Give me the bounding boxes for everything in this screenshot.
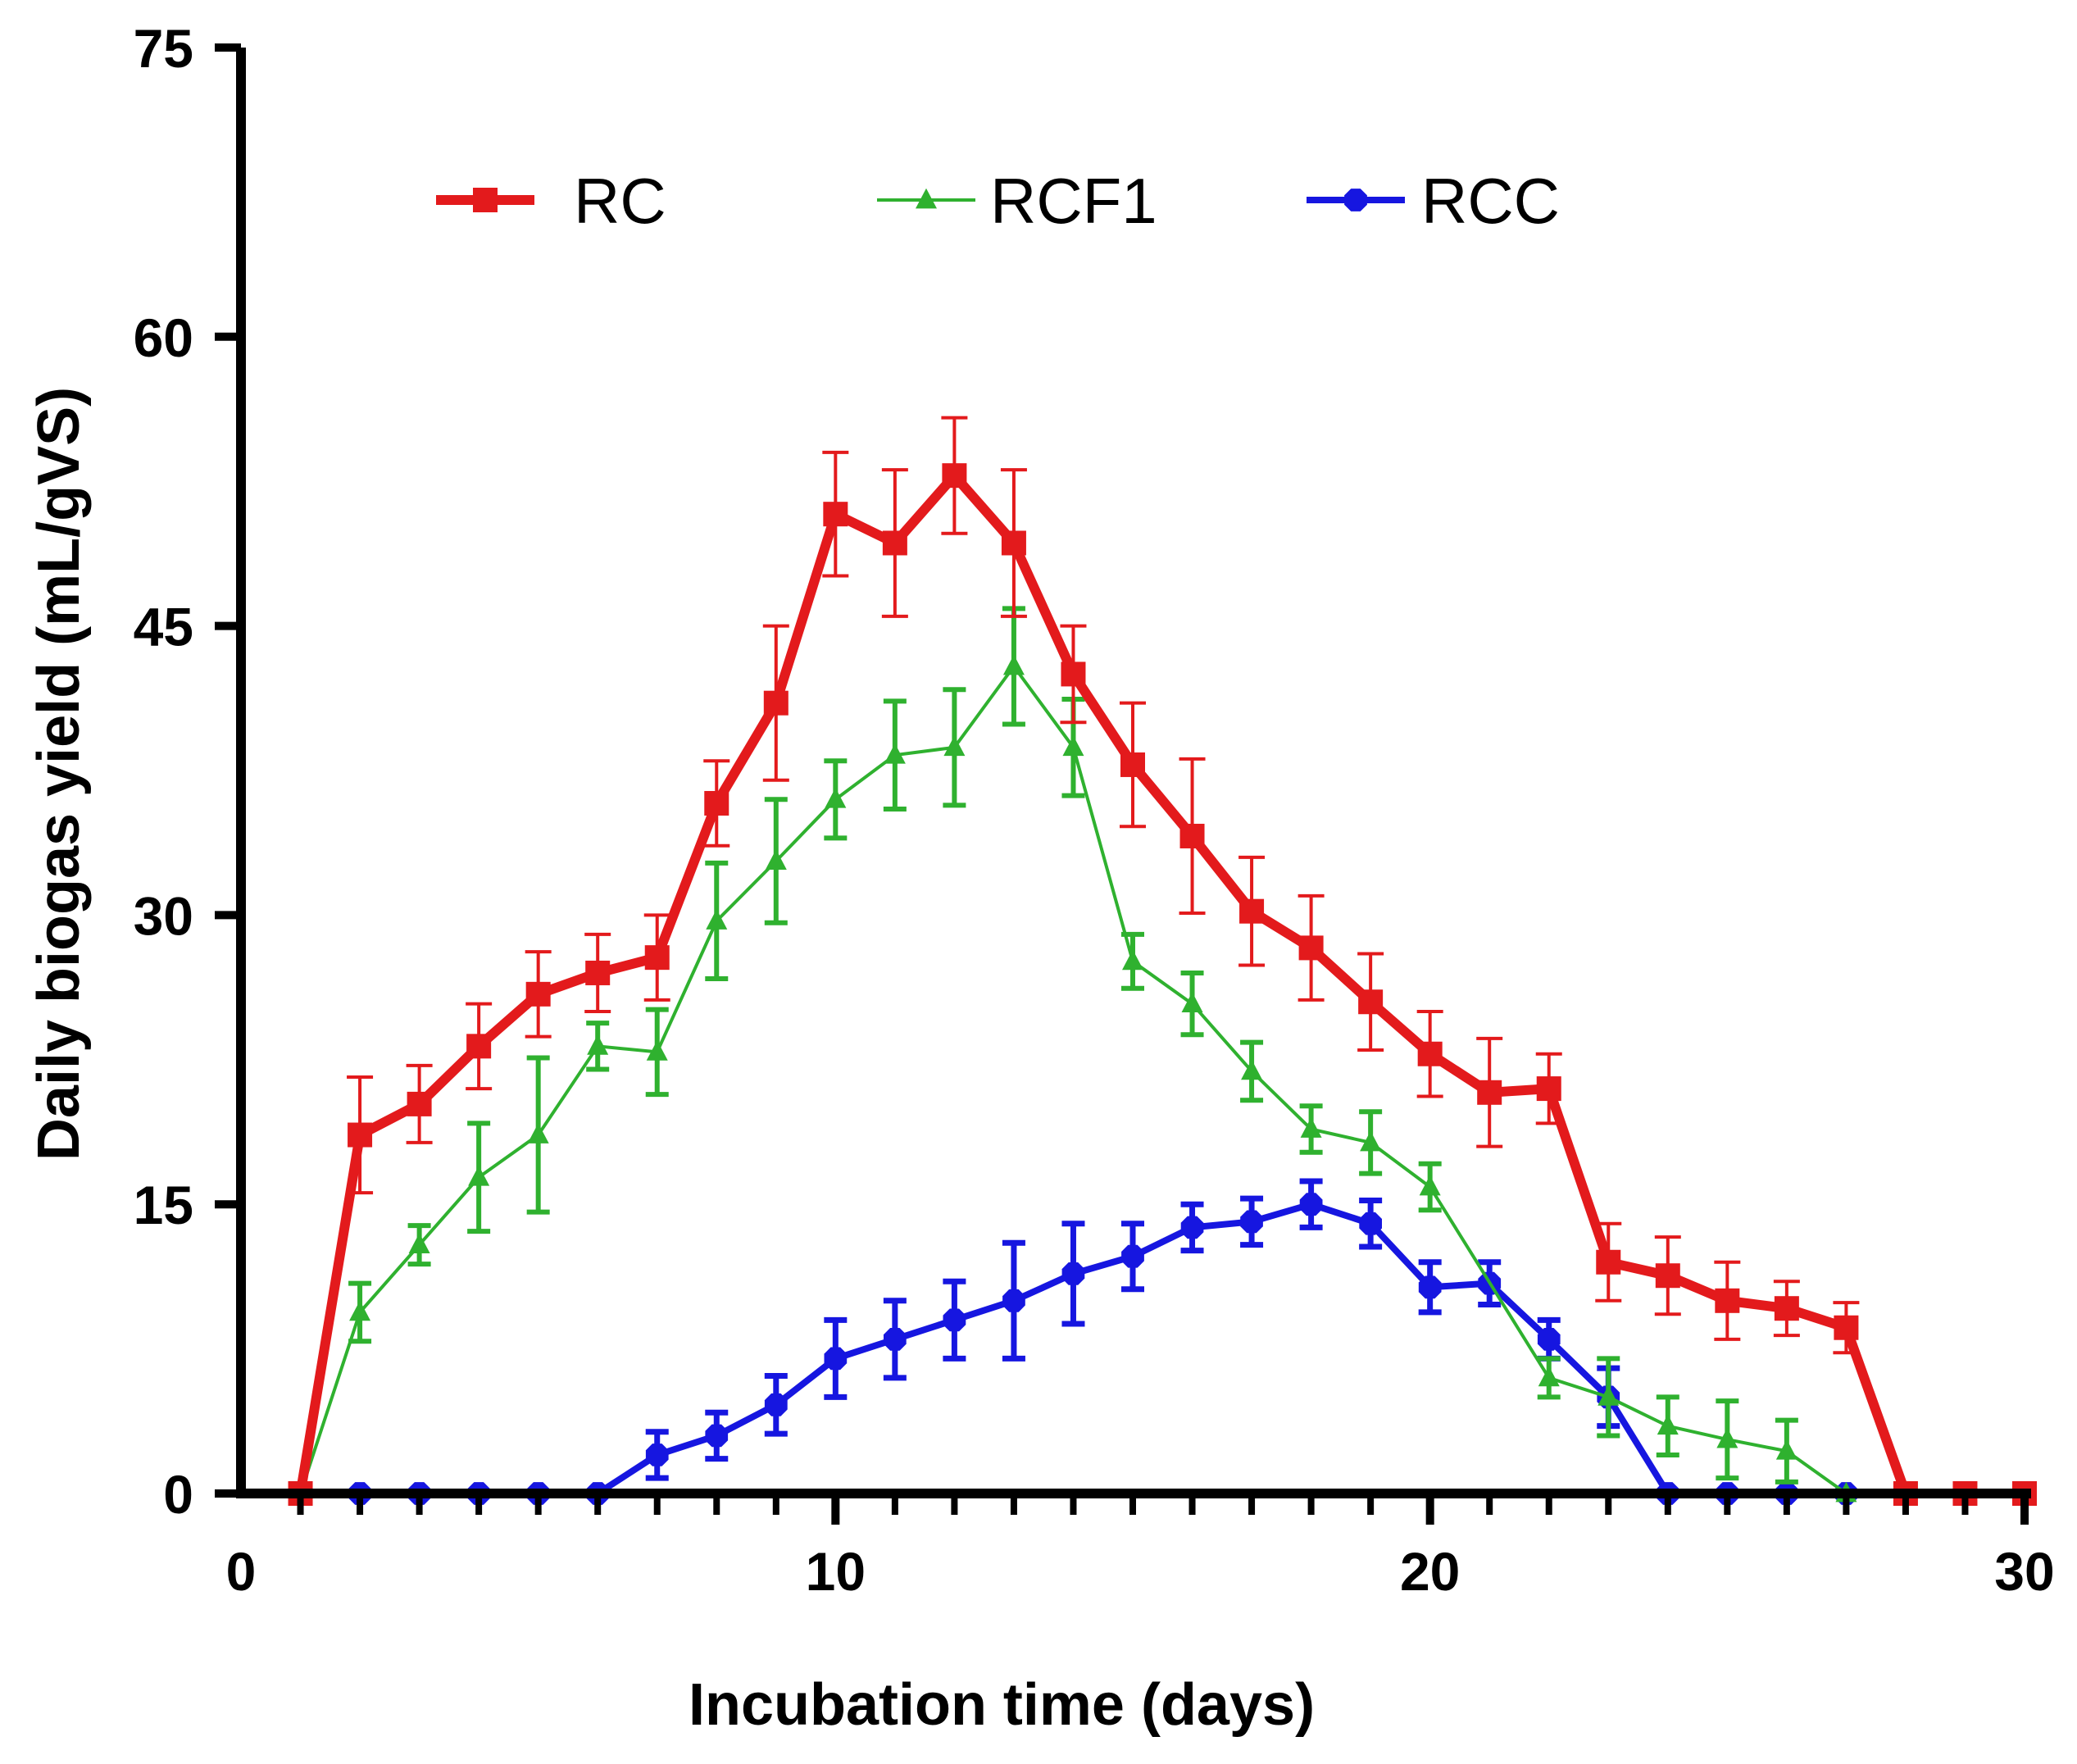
legend-item-rcc: RCC <box>1307 165 1560 237</box>
data-point-rcc <box>1418 1275 1442 1299</box>
data-point-rcc <box>1240 1210 1263 1234</box>
data-point-rcc <box>1180 1216 1204 1239</box>
data-point-rcf1 <box>349 1300 371 1321</box>
data-point-rcf1 <box>765 849 787 870</box>
legend-marker <box>473 188 498 212</box>
data-point-rc <box>1536 1076 1561 1102</box>
legend-label: RCC <box>1421 165 1560 237</box>
data-point-rcc <box>1121 1244 1144 1268</box>
data-point-rcf1 <box>1241 1059 1263 1080</box>
y-tick-label: 0 <box>163 1464 193 1525</box>
data-point-rc <box>1834 1315 1859 1340</box>
data-point-rc <box>763 690 789 716</box>
legend-item-rcf1: RCF1 <box>877 165 1157 237</box>
data-point-rcc <box>1359 1212 1382 1235</box>
data-point-rcc <box>824 1347 848 1371</box>
data-point-rc <box>823 502 848 527</box>
series-line-rcf1 <box>298 663 2025 1495</box>
y-tick-label: 45 <box>134 597 193 657</box>
data-point-rcf1 <box>527 1123 549 1143</box>
data-point-rcc <box>705 1424 729 1448</box>
data-point-rcf1 <box>706 909 728 930</box>
data-point-rc <box>1715 1288 1740 1313</box>
data-point-rcf1 <box>1775 1439 1797 1460</box>
data-point-rc <box>882 530 907 556</box>
data-point-rcc <box>1002 1289 1025 1312</box>
data-point-rc <box>1298 935 1324 961</box>
legend-label: RC <box>574 165 666 237</box>
y-tick-label: 15 <box>134 1175 193 1235</box>
series-rcf1 <box>289 606 2035 1503</box>
data-point-rcf1 <box>1181 992 1203 1012</box>
data-point-rcc <box>943 1308 966 1332</box>
data-point-rcf1 <box>1360 1130 1382 1152</box>
data-point-rc <box>1655 1263 1680 1289</box>
data-point-rcf1 <box>1657 1414 1679 1435</box>
ticks: 0 15 30 45 60 75 0 10 20 30 <box>134 18 2055 1602</box>
data-point-rc <box>1001 530 1026 556</box>
data-point-rc <box>1179 823 1205 848</box>
data-point-rc <box>704 790 729 816</box>
legend-marker <box>1344 189 1367 211</box>
data-point-rcf1 <box>1716 1427 1738 1448</box>
legend-label: RCF1 <box>990 165 1157 237</box>
data-point-rc <box>1358 989 1384 1015</box>
legend-item-rc: RC <box>436 165 666 237</box>
data-point-rcf1 <box>1300 1117 1322 1138</box>
data-point-rcf1 <box>1002 654 1025 675</box>
legend-marker <box>916 188 937 209</box>
data-point-rc <box>466 1034 492 1059</box>
x-tick-label: 30 <box>1994 1541 2054 1602</box>
data-point-rcf1 <box>468 1165 490 1186</box>
data-point-rcc <box>1537 1328 1561 1351</box>
data-point-rcf1 <box>1538 1366 1560 1387</box>
legend: RC RCF1 RCC <box>436 165 1560 237</box>
data-point-rcf1 <box>1122 949 1143 971</box>
data-point-rc <box>525 981 551 1007</box>
data-point-rc <box>1477 1080 1502 1105</box>
data-point-rcc <box>1299 1193 1323 1216</box>
data-point-rcf1 <box>1062 735 1084 757</box>
plot-series <box>288 416 2037 1506</box>
y-tick-label: 60 <box>134 307 193 368</box>
data-point-rc <box>585 960 611 985</box>
data-point-rc <box>1417 1041 1443 1066</box>
y-tick-label: 30 <box>134 885 193 946</box>
x-tick-label: 0 <box>226 1541 257 1602</box>
data-point-rc <box>644 945 670 971</box>
x-tick-label: 20 <box>1400 1541 1460 1602</box>
data-point-rcc <box>645 1443 669 1466</box>
data-point-rc <box>1774 1296 1799 1321</box>
data-point-rcc <box>884 1328 907 1351</box>
y-tick-label: 75 <box>134 18 193 79</box>
data-point-rc <box>1061 662 1086 687</box>
x-axis-title: Incubation time (days) <box>689 1672 1315 1738</box>
data-point-rcc <box>1061 1262 1085 1285</box>
data-point-rcc <box>764 1393 788 1416</box>
series-line-rcc <box>300 1201 2025 1497</box>
series-rcc <box>289 1178 2036 1505</box>
x-tick-label: 10 <box>806 1541 866 1602</box>
data-point-rcf1 <box>884 743 906 764</box>
data-point-rc <box>1120 752 1145 777</box>
data-point-rcf1 <box>825 787 847 808</box>
series-rc <box>288 416 2037 1506</box>
data-point-rcf1 <box>408 1233 430 1253</box>
data-point-rc <box>348 1122 373 1148</box>
data-point-rcf1 <box>1419 1175 1441 1196</box>
data-point-rcf1 <box>646 1040 668 1061</box>
data-point-rcf1 <box>587 1034 609 1055</box>
data-point-rcf1 <box>943 735 966 757</box>
y-axis-title: Daily biogas yield (mL/gVS) <box>26 387 92 1161</box>
data-point-rcf1 <box>1598 1385 1620 1406</box>
data-point-rc <box>1239 898 1265 924</box>
axes: 0 15 30 45 60 75 0 10 20 30 Incubation time (days… <box>26 18 2055 1738</box>
data-point-rc <box>1596 1249 1621 1275</box>
data-point-rc <box>407 1091 432 1116</box>
data-point-rc <box>942 463 967 489</box>
